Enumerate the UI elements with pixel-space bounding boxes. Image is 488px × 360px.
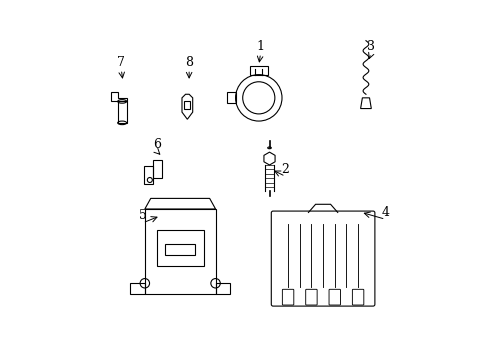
Text: 4: 4 xyxy=(381,206,389,219)
Text: 8: 8 xyxy=(185,55,193,69)
Text: 3: 3 xyxy=(366,40,375,53)
Text: 2: 2 xyxy=(281,163,289,176)
Text: 1: 1 xyxy=(256,40,264,53)
Text: 7: 7 xyxy=(117,55,125,69)
Text: 5: 5 xyxy=(139,209,146,222)
Text: 6: 6 xyxy=(153,138,161,151)
